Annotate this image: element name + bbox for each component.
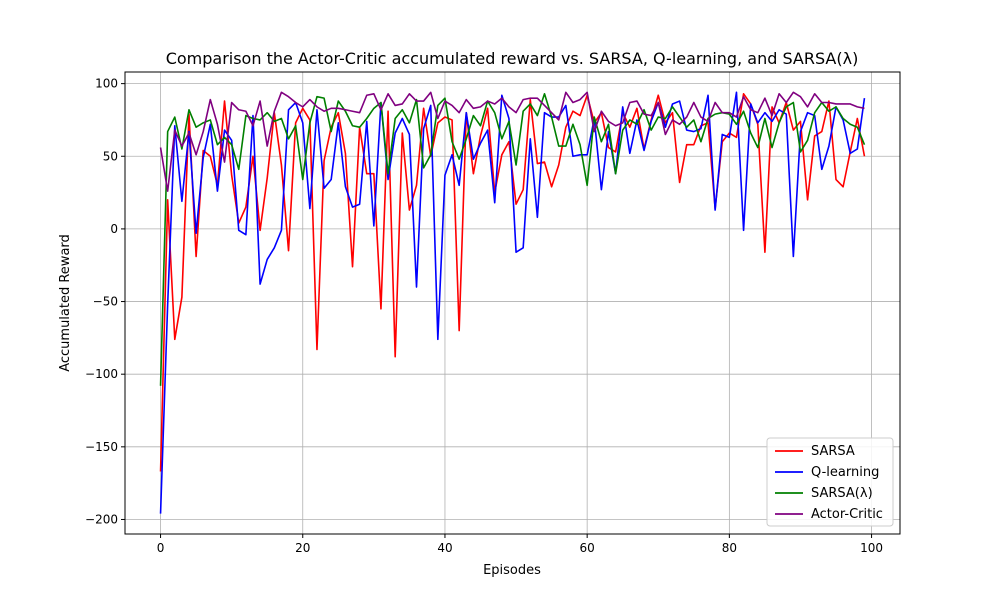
- legend-label-sarsa: SARSA: [811, 444, 855, 459]
- series-lines: [159, 91, 866, 514]
- y-tick-label: 100: [95, 77, 118, 91]
- y-tick-label: 50: [103, 149, 118, 163]
- y-axis-label: Accumulated Reward: [58, 234, 73, 372]
- x-tick-label: 20: [295, 541, 310, 555]
- legend-label-q-learning: Q-learning: [811, 465, 879, 480]
- series-line-sarsa: [159, 92, 866, 386]
- x-tick-label: 100: [860, 541, 883, 555]
- y-tick-label: 0: [110, 222, 118, 236]
- x-tick-label: 80: [722, 541, 737, 555]
- series-line-q-learning: [159, 91, 866, 514]
- legend-label-actor-critic: Actor-Critic: [811, 507, 883, 522]
- x-tick-label: 40: [437, 541, 452, 555]
- legend: SARSA Q-learning SARSA(λ) Actor-Critic: [766, 437, 894, 527]
- x-axis-label: Episodes: [483, 563, 541, 578]
- y-tick-label: −150: [85, 440, 118, 454]
- y-tick-label: −50: [93, 295, 118, 309]
- plot-area-frame: [124, 71, 901, 535]
- y-tick-label: −200: [85, 512, 118, 526]
- legend-box: [766, 437, 894, 527]
- legend-label-sarsa: SARSA(λ): [811, 486, 873, 501]
- axes: 0 20 40 60 80 100 −200 −150 −100 −50 0 50 100: [85, 77, 883, 555]
- x-tick-label: 0: [157, 541, 165, 555]
- y-tick-label: −100: [85, 367, 118, 381]
- x-tick-label: 60: [580, 541, 595, 555]
- chart-title: Comparison the Actor-Critic accumulated …: [166, 49, 859, 68]
- series-line-actor-critic: [159, 91, 865, 192]
